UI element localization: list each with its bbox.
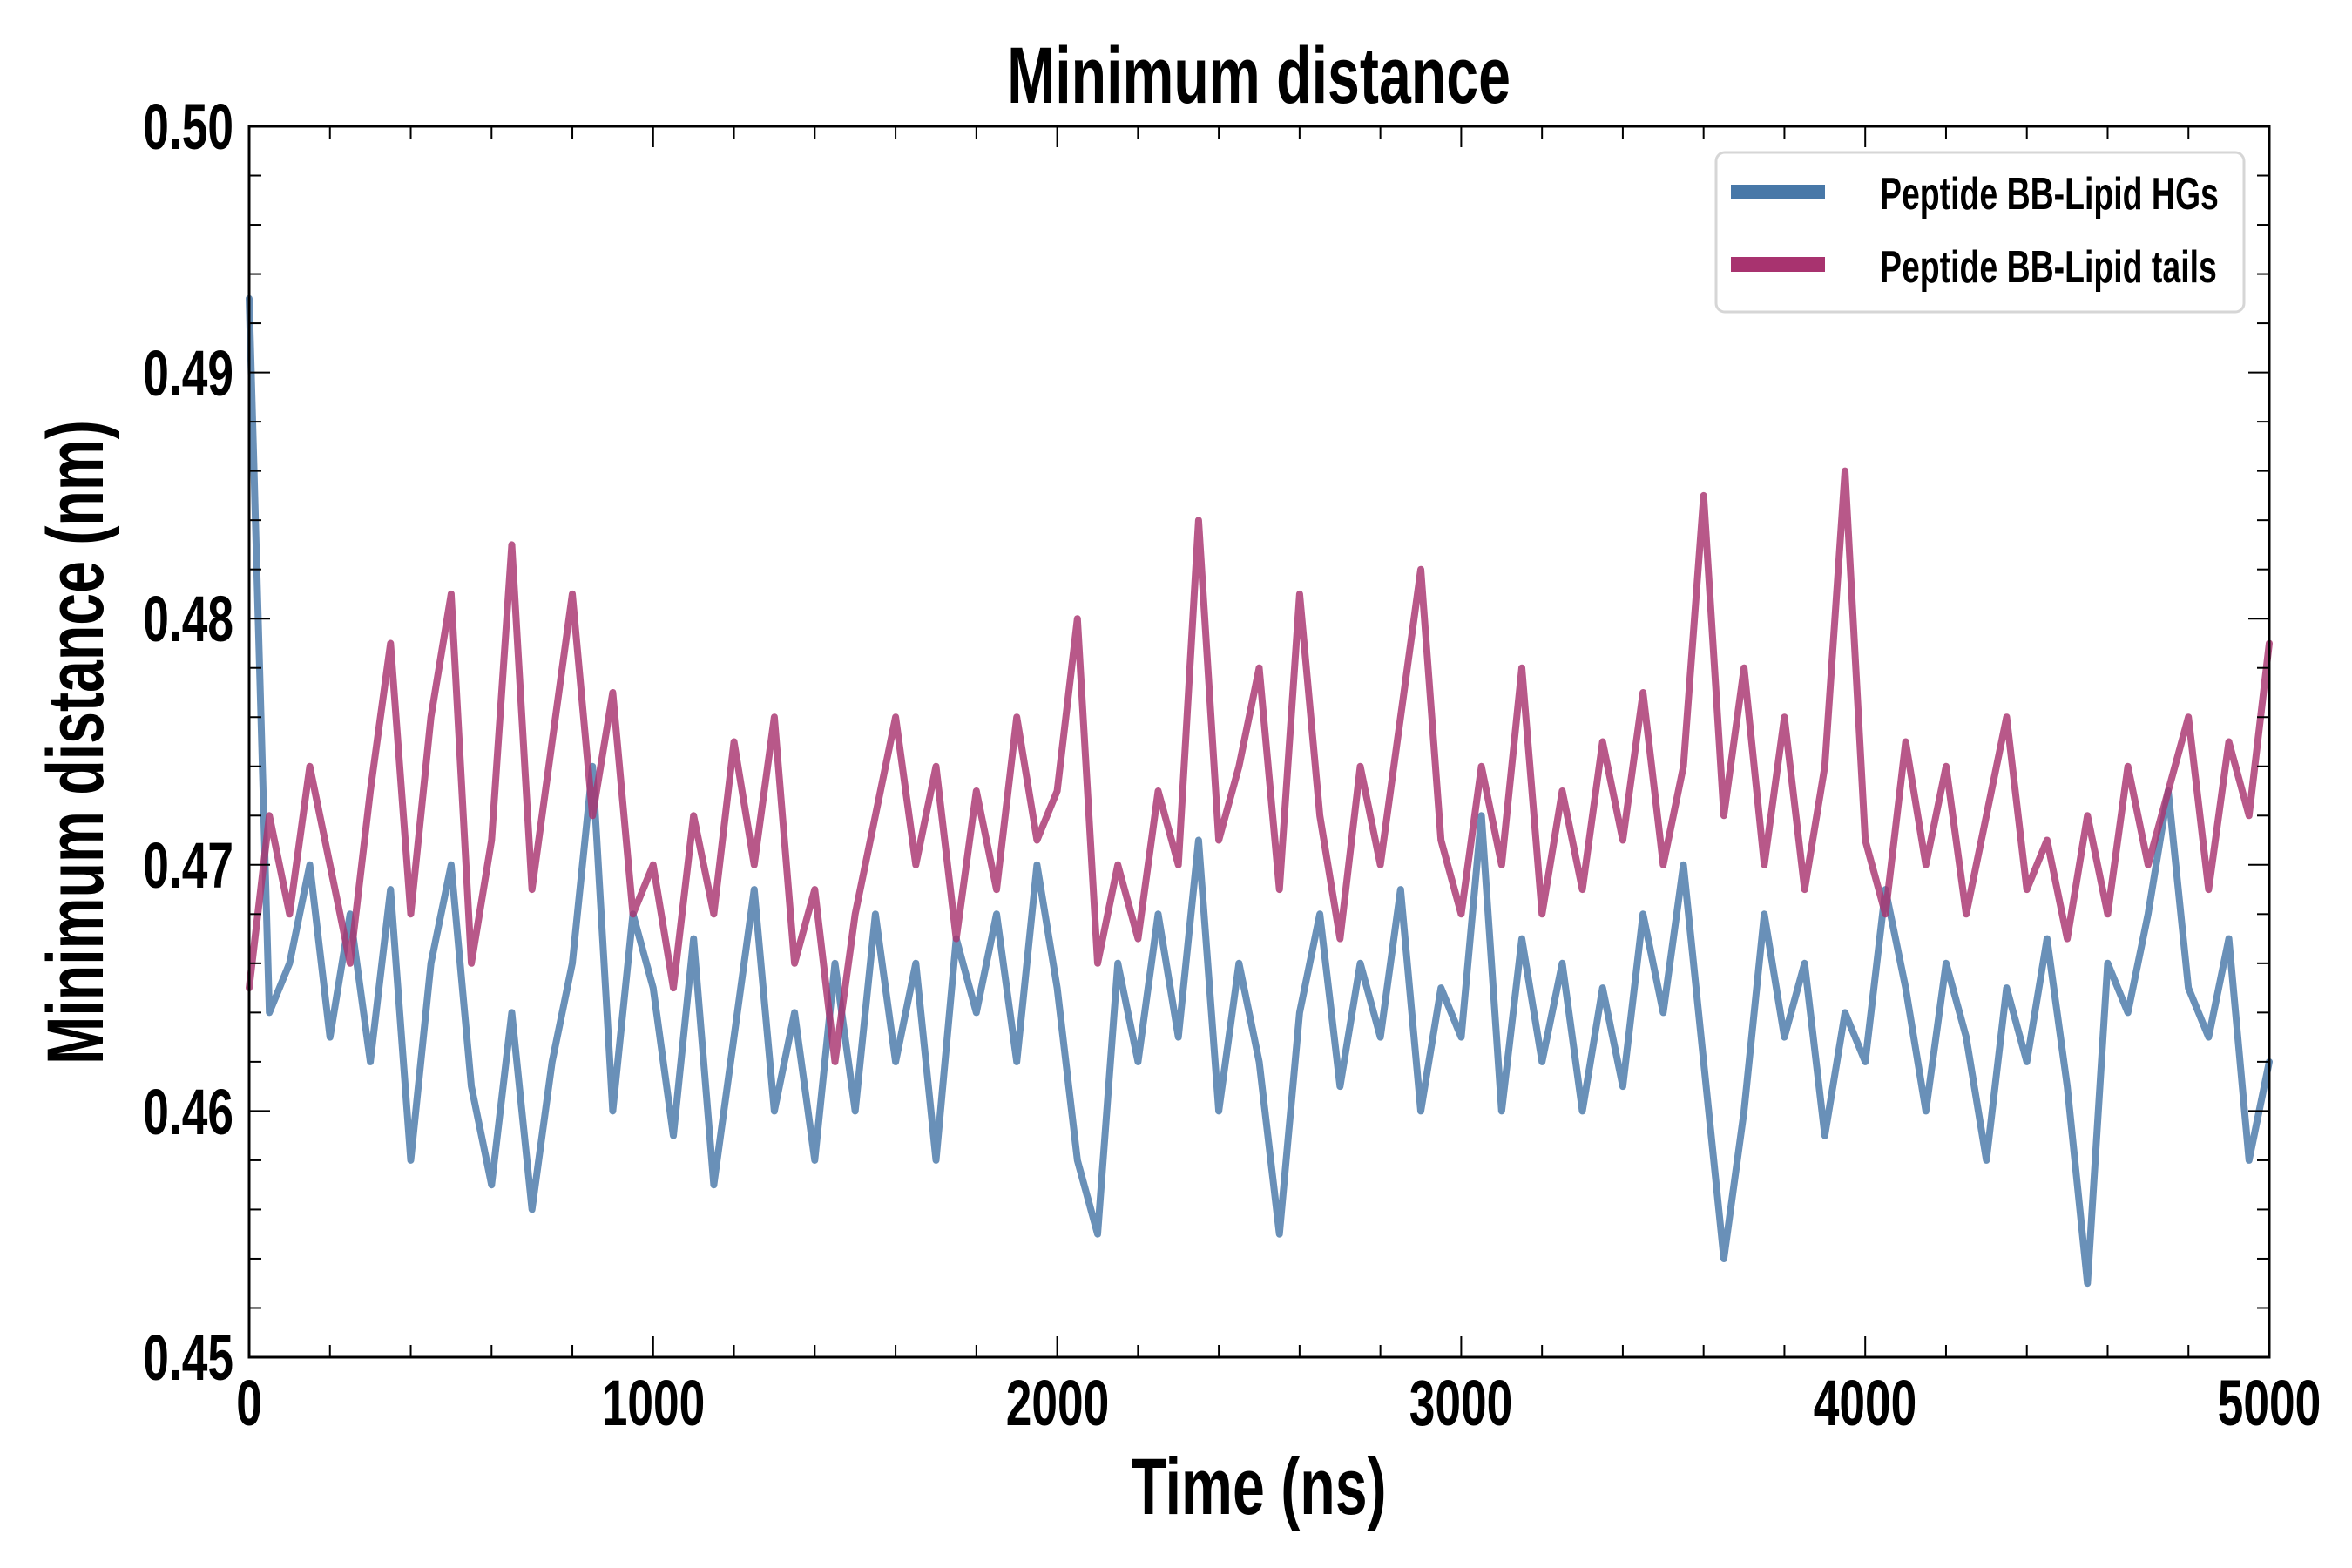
y-tick-label: 0.46 [143,1076,233,1148]
x-tick-label: 5000 [2218,1367,2322,1439]
y-tick-label: 0.50 [143,91,233,163]
series-line-tails [246,467,2273,1065]
legend-label-tails: Peptide BB-Lipid tails [1880,241,2217,293]
y-tick-label: 0.45 [143,1321,233,1394]
x-tick-label: 0 [236,1367,262,1439]
legend: Peptide BB-Lipid HGs Peptide BB-Lipid ta… [1714,151,2246,314]
y-axis-label: Minimum distance (nm) [30,420,119,1064]
legend-box [1714,151,2246,314]
y-tick-label: 0.47 [143,829,233,902]
y-tick-label: 0.48 [143,583,233,655]
legend-swatch-tails [1731,257,1825,272]
x-tick-label: 3000 [1409,1367,1513,1439]
y-tick-label: 0.49 [143,337,233,409]
legend-swatch-hgs [1731,185,1825,199]
series-line-hgs [246,294,2273,1288]
x-tick-label: 2000 [1006,1367,1110,1439]
x-axis-label: Time (ns) [1131,1441,1386,1531]
series-layer [246,294,2273,1288]
plot-frame [247,125,2271,1359]
x-tick-label: 4000 [1814,1367,1917,1439]
x-tick-label: 1000 [602,1367,706,1439]
chart-title: Minimum distance [1007,30,1511,119]
legend-label-hgs: Peptide BB-Lipid HGs [1880,168,2219,220]
